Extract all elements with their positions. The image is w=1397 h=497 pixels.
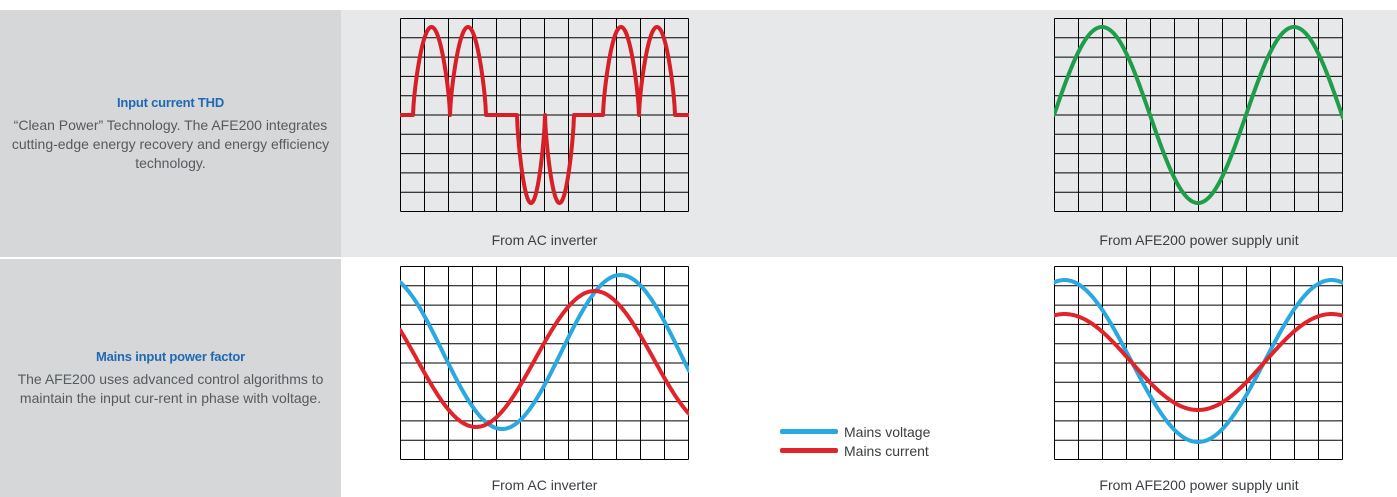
oscilloscope-pf-afe200 <box>1054 266 1343 460</box>
row-label-power-factor: Mains input power factor The AFE200 uses… <box>0 259 341 497</box>
trace-current-distorted <box>400 25 689 205</box>
row-content-power-factor <box>341 259 1397 497</box>
legend-label-voltage: Mains voltage <box>844 423 931 440</box>
legend: Mains voltage Mains current <box>780 422 930 460</box>
row-divider <box>341 257 1397 259</box>
legend-swatch-voltage <box>780 429 838 434</box>
oscilloscope-grid <box>1054 266 1343 460</box>
row-description: The AFE200 uses advanced control algorit… <box>17 370 324 406</box>
caption-thd-afe200: From AFE200 power supply unit <box>1099 232 1299 248</box>
row-label-input-current-thd: Input current THD “Clean Power” Technolo… <box>0 10 341 257</box>
trace-mains-current <box>400 289 689 429</box>
legend-item-voltage: Mains voltage <box>780 422 930 441</box>
legend-item-current: Mains current <box>780 441 930 460</box>
row-title: Input current THD <box>116 94 225 110</box>
trace-mains-voltage <box>1054 278 1343 444</box>
oscilloscope-thd-ac-inverter <box>400 18 689 212</box>
oscilloscope-grid <box>400 266 689 460</box>
trace-current-sinusoidal <box>1054 25 1343 205</box>
row-title: Mains input power factor <box>95 348 246 364</box>
oscilloscope-grid <box>1054 18 1343 212</box>
legend-swatch-current <box>780 448 838 453</box>
oscilloscope-pf-ac-inverter <box>400 266 689 460</box>
row-description: “Clean Power” Technology. The AFE200 int… <box>11 116 330 171</box>
caption-pf-ac-inverter: From AC inverter <box>491 477 598 493</box>
caption-pf-afe200: From AFE200 power supply unit <box>1099 477 1299 493</box>
trace-mains-current <box>1054 312 1343 412</box>
caption-thd-ac-inverter: From AC inverter <box>491 232 598 248</box>
oscilloscope-thd-afe200 <box>1054 18 1343 212</box>
trace-mains-voltage <box>400 273 689 431</box>
legend-label-current: Mains current <box>844 442 929 459</box>
